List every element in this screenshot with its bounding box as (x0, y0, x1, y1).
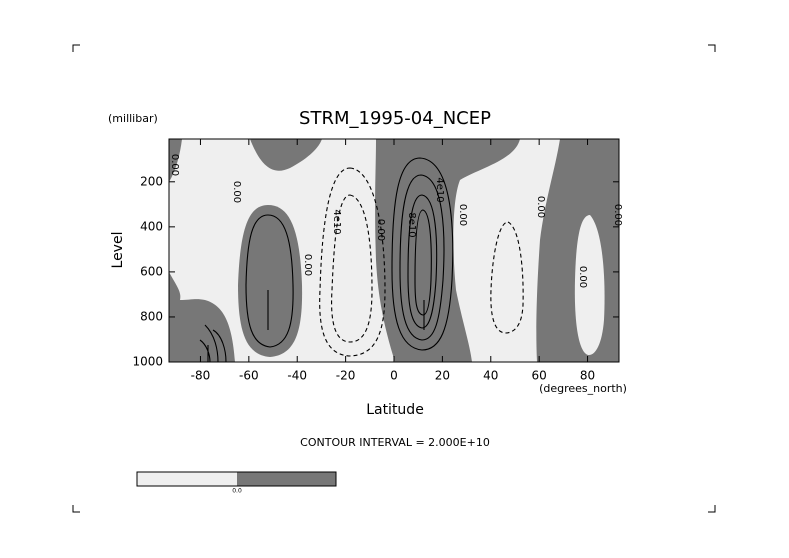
x-tick-label: -20 (336, 369, 356, 383)
contour-label: 0.00 (577, 266, 588, 288)
contour-label: 0.00 (457, 204, 468, 226)
y-units: (millibar) (108, 112, 158, 125)
contour-label: 4e10 (434, 177, 445, 202)
y-tick-label: 200 (140, 174, 163, 188)
colorbar-positive (237, 472, 336, 486)
x-tick-label: 0 (390, 369, 398, 383)
y-tick-label: 1000 (132, 355, 163, 369)
negative-region (574, 215, 605, 356)
x-tick-label: -40 (287, 369, 307, 383)
x-tick-label: 40 (483, 369, 498, 383)
contour-label: 0.00 (612, 204, 623, 226)
x-tick-label: 20 (435, 369, 450, 383)
contour-label: 8e10 (406, 212, 417, 237)
contour-label: 0.00 (169, 154, 180, 176)
x-tick-label: 80 (580, 369, 595, 383)
contour-lines (199, 157, 524, 363)
x-units: (degrees_north) (539, 382, 627, 395)
contour-label: 0.00 (535, 196, 546, 218)
y-tick-label: 800 (140, 309, 163, 323)
contour-interval: CONTOUR INTERVAL = 2.000E+10 (300, 436, 490, 449)
x-axis-label: Latitude (366, 402, 424, 418)
contour-labels: 0.00 0.00 0.00 4e10 0.00 8e10 4e10 0.00 0.00 0.00… (169, 154, 623, 288)
x-tick-label: -80 (191, 369, 211, 383)
chart-title: STRM_1995-04_NCEP (299, 108, 491, 129)
colorbar-negative (137, 472, 237, 486)
colorbar-label: 0.0 (232, 488, 242, 495)
contour-label: 0.00 (375, 219, 386, 241)
y-tick-label: 400 (140, 219, 163, 233)
colorbar-frame (136, 471, 337, 487)
y-axis-label: Level (110, 232, 126, 269)
contour-label: 4e10 (331, 209, 342, 234)
contour-label: 0.00 (231, 181, 242, 203)
corner-marks (72, 44, 716, 513)
y-tick-label: 600 (140, 264, 163, 278)
x-tick-label: -60 (239, 369, 259, 383)
contour-label: 0.00 (302, 254, 313, 276)
x-tick-label: 60 (532, 369, 547, 383)
